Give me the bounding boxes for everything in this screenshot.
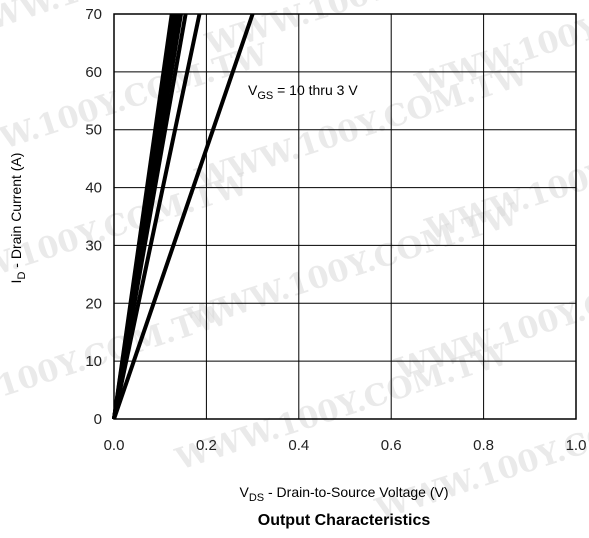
y-tick-label: 20 <box>85 295 102 312</box>
watermark-text: WWW.100Y.COM.TW <box>0 297 234 438</box>
y-tick-label: 30 <box>85 237 102 254</box>
x-axis-label: VDS - Drain-to-Source Voltage (V) <box>239 484 448 504</box>
vgs-annotation-rest: = 10 thru 3 V <box>273 82 358 98</box>
y-tick-label: 40 <box>85 180 102 197</box>
y-axis-ticks: 0 10 20 30 40 50 60 70 <box>85 6 102 428</box>
y-tick-label: 50 <box>85 122 102 139</box>
series-lines <box>112 13 255 420</box>
x-axis-label-main: V <box>239 484 249 500</box>
vgs-annotation-main: V <box>248 82 258 98</box>
y-axis-label-sub: D <box>16 272 28 280</box>
y-axis-label-main: I <box>8 280 24 284</box>
x-tick-label: 1.0 <box>566 437 587 454</box>
y-tick-label: 0 <box>94 411 102 428</box>
y-tick-label: 60 <box>85 64 102 81</box>
y-axis-label-rest: - Drain Current (A) <box>8 153 24 272</box>
x-tick-label: 0.2 <box>196 437 217 454</box>
chart-title: Output Characteristics <box>258 512 431 529</box>
x-tick-label: 0.8 <box>473 437 494 454</box>
x-tick-label: 0.6 <box>381 437 402 454</box>
x-tick-label: 0.4 <box>288 437 309 454</box>
watermark-text: WWW.100Y.COM.TW <box>371 387 589 528</box>
x-axis-label-rest: - Drain-to-Source Voltage (V) <box>264 484 448 500</box>
y-tick-label: 10 <box>85 353 102 370</box>
vgs-annotation: VGS = 10 thru 3 V <box>248 82 358 102</box>
x-tick-label: 0.0 <box>104 437 125 454</box>
series-line-6 <box>112 13 188 420</box>
y-axis-label: ID - Drain Current (A) <box>8 153 28 284</box>
series-line-7 <box>112 13 202 420</box>
x-axis-label-sub: DS <box>249 492 264 504</box>
series-line-8 <box>112 13 255 420</box>
plot-frame <box>113 13 577 420</box>
x-axis-ticks: 0.0 0.2 0.4 0.6 0.8 1.0 <box>104 437 587 454</box>
y-tick-label: 70 <box>85 6 102 23</box>
vgs-annotation-sub: GS <box>257 90 273 102</box>
